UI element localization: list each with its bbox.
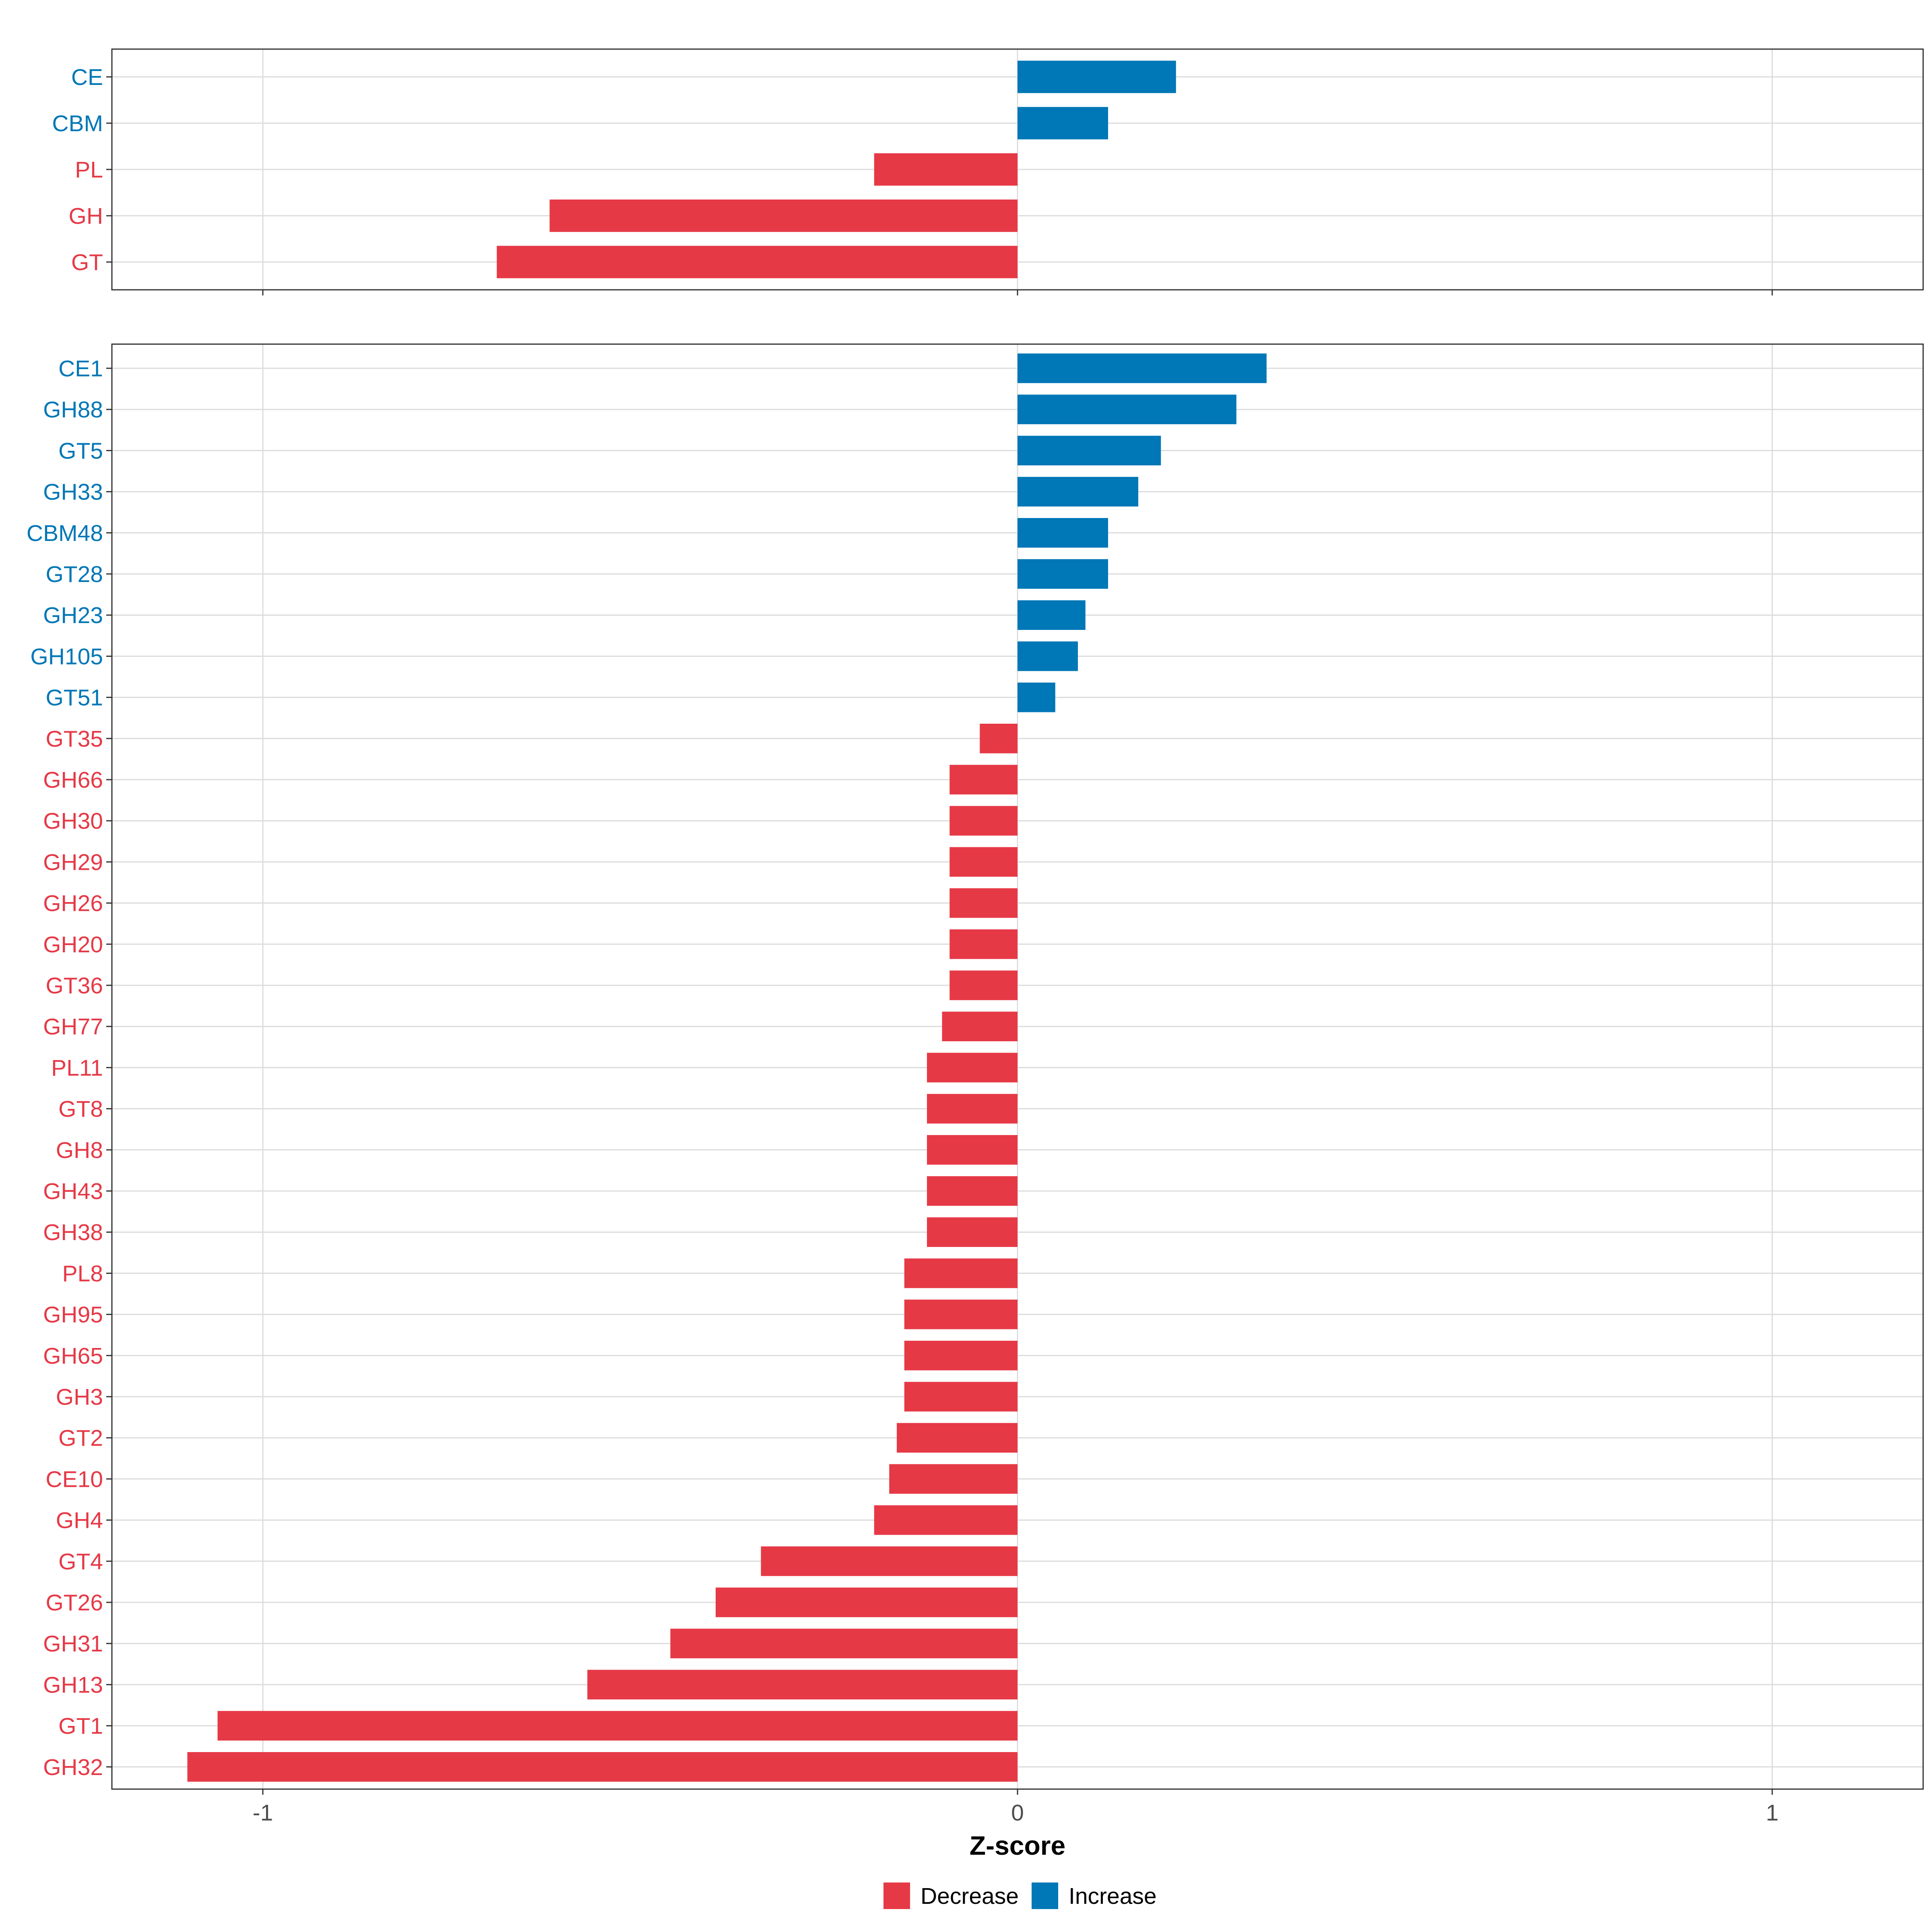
category-label-pl: PL xyxy=(75,157,103,183)
category-label-pl8: PL8 xyxy=(62,1261,103,1286)
category-label-gt28: GT28 xyxy=(45,561,103,587)
bar-gh33 xyxy=(1018,477,1138,507)
category-label-gt26: GT26 xyxy=(45,1590,103,1616)
category-label-gt8: GT8 xyxy=(58,1096,103,1122)
bar-gt36 xyxy=(949,970,1018,1000)
bar-cbm48 xyxy=(1018,518,1108,548)
bar-ce10 xyxy=(889,1464,1018,1494)
bar-gh20 xyxy=(949,929,1018,959)
category-label-gh30: GH30 xyxy=(43,808,103,834)
bar-gh66 xyxy=(949,765,1018,795)
legend-swatch xyxy=(883,1882,910,1909)
legend: Decrease Increase xyxy=(883,1882,1157,1909)
bar-gt1 xyxy=(217,1711,1018,1741)
bar-gh30 xyxy=(949,806,1018,836)
category-label-gh33: GH33 xyxy=(43,479,103,505)
x-tick-label: 1 xyxy=(1766,1800,1779,1826)
bar-gt28 xyxy=(1018,559,1108,589)
bar-gh32 xyxy=(187,1752,1018,1782)
category-label-gh29: GH29 xyxy=(43,849,103,875)
category-label-gh26: GH26 xyxy=(43,891,103,916)
bar-gt26 xyxy=(716,1587,1018,1617)
category-label-gt: GT xyxy=(71,250,103,275)
category-label-gh: GH xyxy=(69,203,103,229)
bar-ce xyxy=(1018,60,1176,93)
bar-gt35 xyxy=(980,724,1018,753)
bar-gh88 xyxy=(1018,394,1236,424)
category-label-cbm48: CBM48 xyxy=(27,520,103,546)
category-label-gh23: GH23 xyxy=(43,603,103,628)
bar-gh95 xyxy=(904,1299,1018,1329)
category-label-gh43: GH43 xyxy=(43,1179,103,1204)
bar-gh29 xyxy=(949,847,1018,877)
x-tick-label: -1 xyxy=(253,1800,273,1826)
bar-gh13 xyxy=(587,1670,1018,1700)
bar-gt8 xyxy=(927,1094,1018,1124)
category-label-ce1: CE1 xyxy=(58,356,103,382)
category-label-ce10: CE10 xyxy=(45,1466,103,1492)
category-label-gh95: GH95 xyxy=(43,1302,103,1328)
bar-gt5 xyxy=(1018,436,1161,466)
category-label-gt51: GT51 xyxy=(45,685,103,711)
bar-gh105 xyxy=(1018,641,1078,671)
category-label-gt36: GT36 xyxy=(45,973,103,999)
bar-gh23 xyxy=(1018,600,1086,630)
bar-gh65 xyxy=(904,1341,1018,1371)
panel-bottom: CE1 GH88 GT5 GH33 CBM48 GT28 GH23 GH105 GT51 GT35… xyxy=(27,343,1924,1826)
legend-label: Decrease xyxy=(921,1883,1019,1909)
category-label-gt2: GT2 xyxy=(58,1425,103,1451)
bar-cbm xyxy=(1018,107,1108,140)
bar-gh8 xyxy=(927,1135,1018,1165)
category-label-gh38: GH38 xyxy=(43,1220,103,1245)
bar-gh4 xyxy=(874,1505,1018,1535)
legend-label: Increase xyxy=(1069,1883,1157,1909)
bar-gh31 xyxy=(670,1629,1018,1658)
bar-gh38 xyxy=(927,1217,1018,1247)
bar-gh xyxy=(549,199,1018,232)
x-tick-label: 0 xyxy=(1011,1800,1024,1826)
x-axis-label: Z-score xyxy=(970,1831,1065,1860)
legend-item-decrease: Decrease xyxy=(883,1882,1019,1909)
bar-pl xyxy=(874,153,1018,186)
bar-gh77 xyxy=(942,1011,1018,1041)
bar-gt4 xyxy=(761,1546,1018,1576)
category-label-pl11: PL11 xyxy=(51,1055,103,1081)
category-label-gh32: GH32 xyxy=(43,1754,103,1780)
category-label-gh105: GH105 xyxy=(30,644,103,669)
category-label-gh77: GH77 xyxy=(43,1014,103,1040)
category-label-gt1: GT1 xyxy=(58,1713,103,1739)
category-label-gh8: GH8 xyxy=(56,1137,103,1163)
category-label-cbm: CBM xyxy=(52,111,103,136)
category-label-gt35: GT35 xyxy=(45,726,103,752)
category-label-gh20: GH20 xyxy=(43,932,103,958)
legend-swatch xyxy=(1032,1882,1058,1909)
category-label-gh4: GH4 xyxy=(56,1508,103,1534)
category-label-gt4: GT4 xyxy=(58,1549,103,1575)
category-label-gh66: GH66 xyxy=(43,767,103,793)
bar-pl8 xyxy=(904,1258,1018,1288)
panels: CE CBM PL GH GT CE1 GH88 GT5 GH33 CBM48 GT28 GH23 GH… xyxy=(27,48,1924,1826)
bar-gt xyxy=(497,246,1018,279)
bar-gh3 xyxy=(904,1382,1018,1412)
bar-ce1 xyxy=(1018,353,1267,383)
panel-top: CE CBM PL GH GT xyxy=(52,48,1924,295)
category-label-gh65: GH65 xyxy=(43,1343,103,1369)
bar-gt51 xyxy=(1018,682,1055,712)
bar-gh43 xyxy=(927,1176,1018,1206)
category-label-gh31: GH31 xyxy=(43,1631,103,1657)
bar-pl11 xyxy=(927,1053,1018,1083)
category-label-gt5: GT5 xyxy=(58,438,103,464)
category-label-ce: CE xyxy=(71,64,103,90)
category-label-gh3: GH3 xyxy=(56,1384,103,1410)
category-label-gh88: GH88 xyxy=(43,397,103,423)
bar-gt2 xyxy=(897,1423,1018,1453)
bar-gh26 xyxy=(949,888,1018,918)
category-label-gh13: GH13 xyxy=(43,1672,103,1698)
legend-item-increase: Increase xyxy=(1032,1882,1157,1909)
